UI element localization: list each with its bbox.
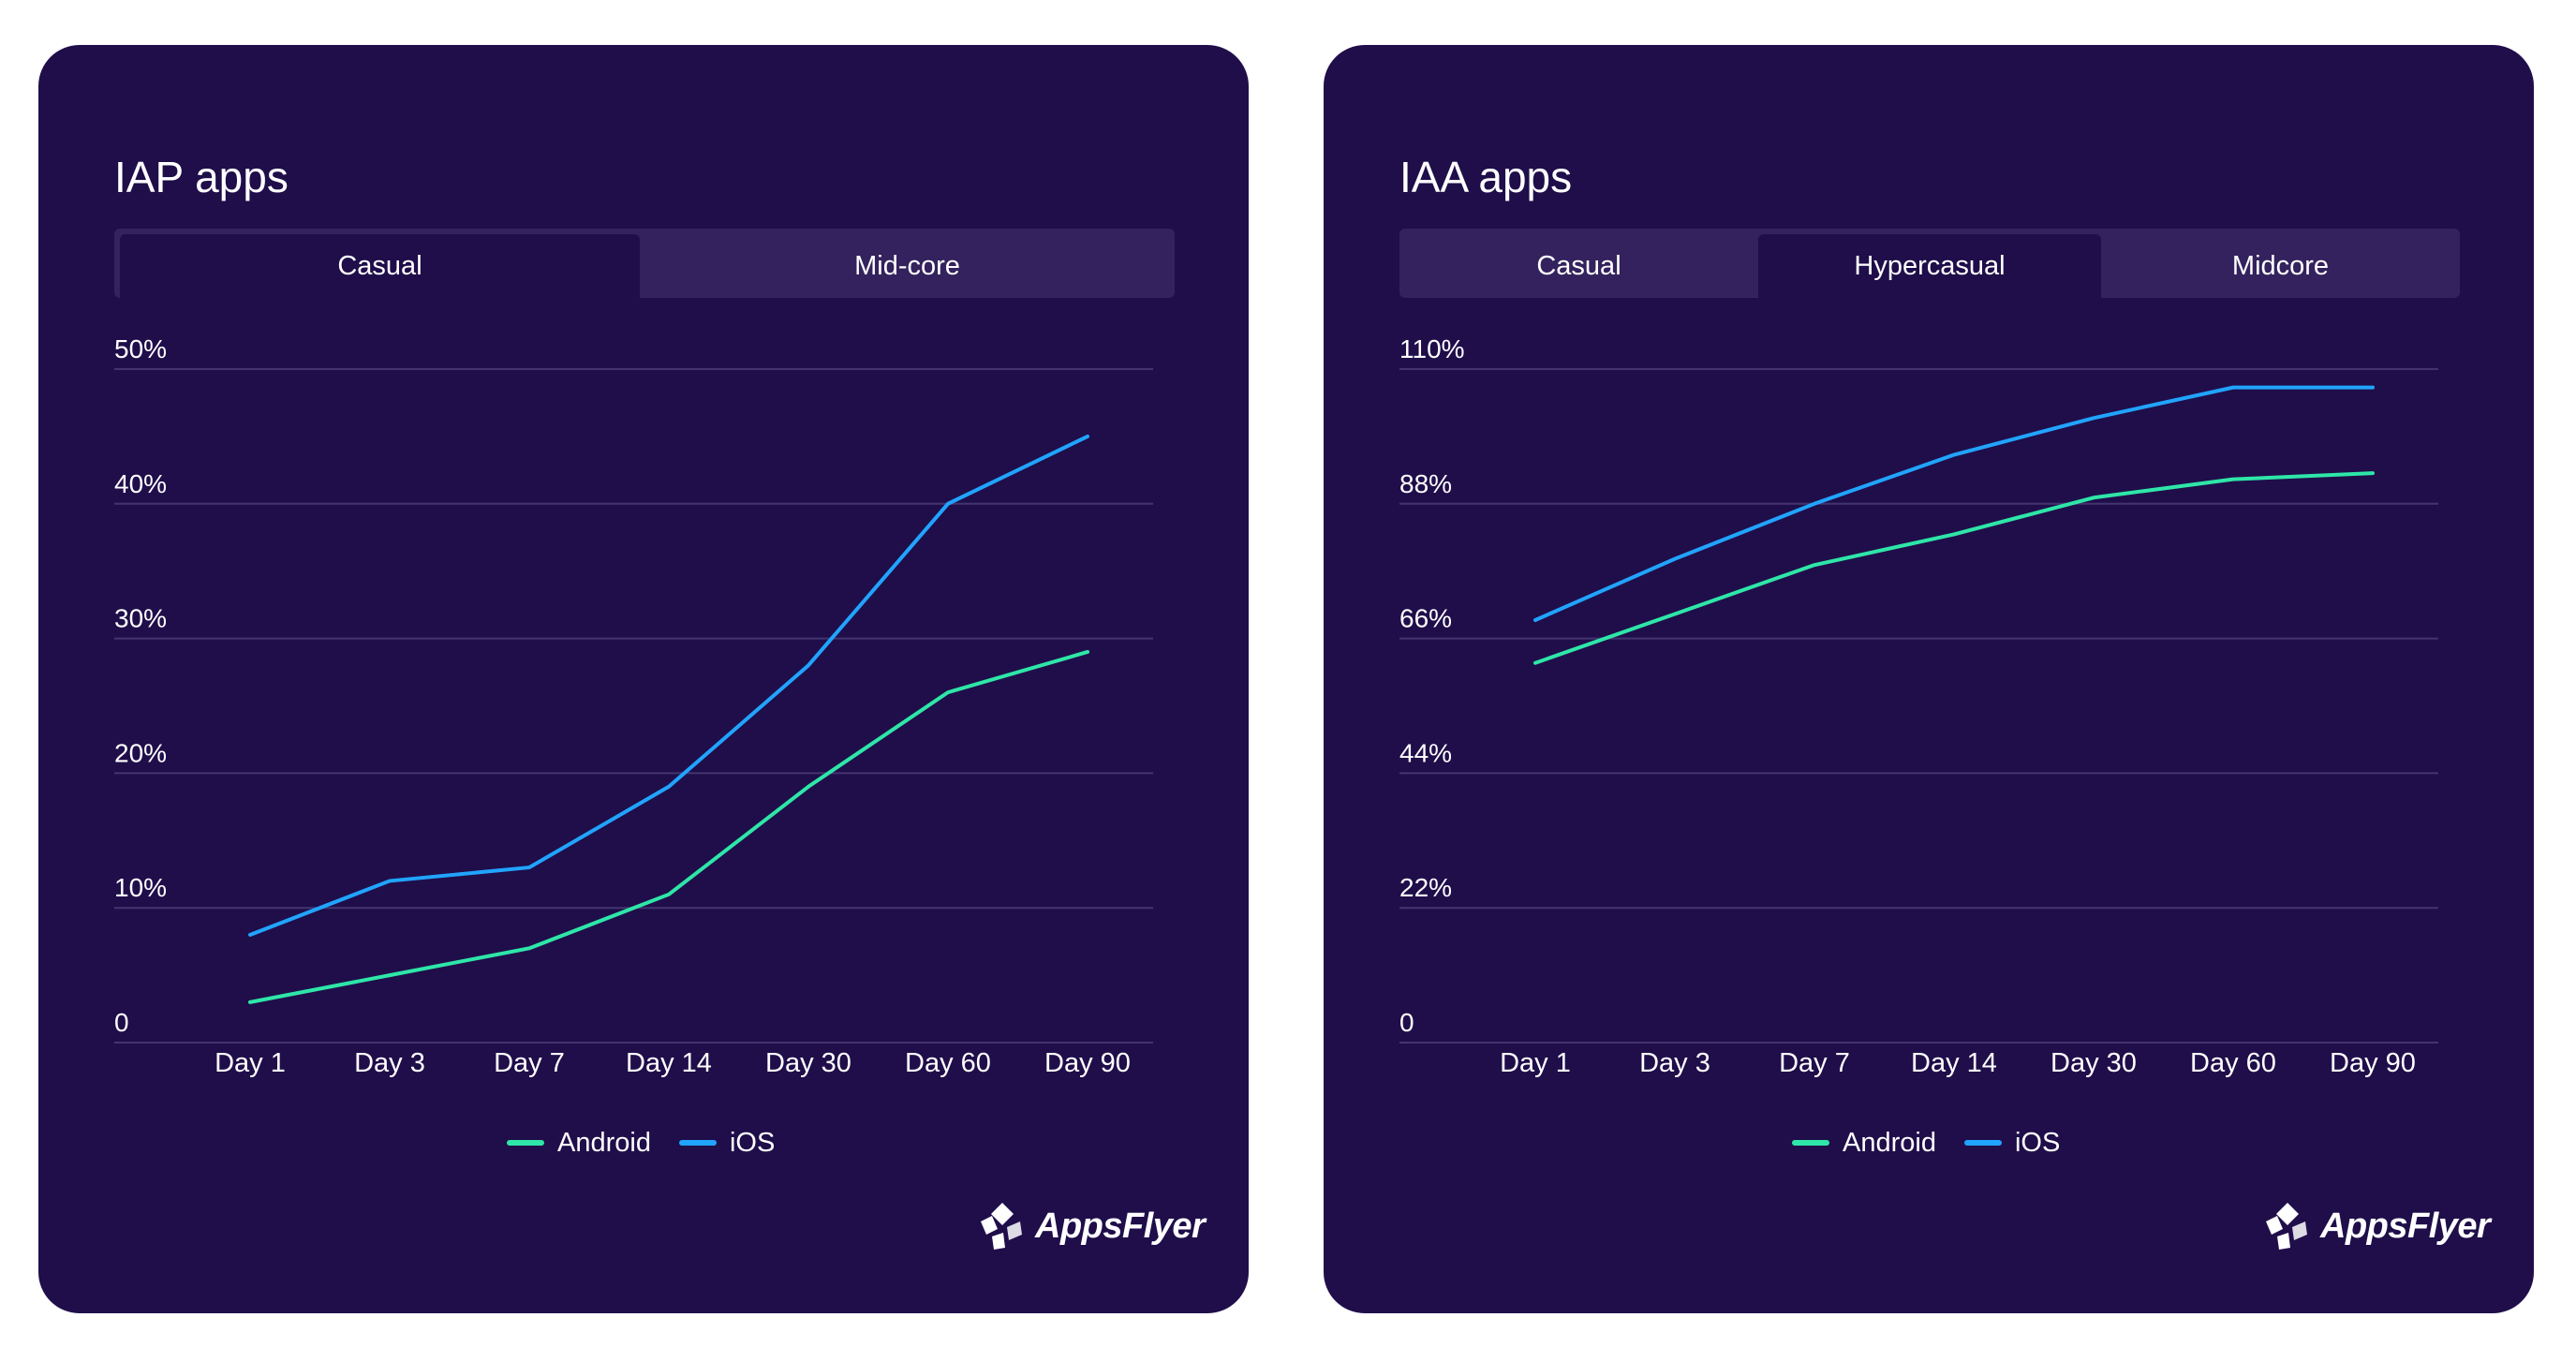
y-tick-label: 66% [1399,604,1452,633]
y-tick-label: 22% [1399,873,1452,902]
y-tick-label: 50% [114,334,167,363]
x-tick-label: Day 90 [2330,1048,2416,1078]
legend-label-android: Android [557,1127,651,1158]
legend-item-ios[interactable]: iOS [1963,1127,2061,1159]
series-line-android[interactable] [1533,471,2375,665]
y-tick-label: 30% [114,604,167,633]
x-tick-label: Day 60 [2190,1048,2276,1078]
x-tick-label: Day 1 [1500,1048,1571,1078]
chart-legend: Android iOS [507,1124,775,1162]
y-tick-label: 0 [1399,1008,1414,1037]
series-line-ios[interactable] [248,434,1089,937]
x-tick-label: Day 14 [626,1048,712,1078]
iap-chart-card: IAP apps Casual Mid-core 0 10% 20% 30% 40% 50… [38,45,1249,1313]
appsflyer-logo: AppsFlyer [975,1199,1206,1253]
android-legend-swatch [1792,1140,1829,1146]
y-tick-label: 110% [1399,334,1465,363]
y-tick-label: 20% [114,738,167,767]
chart-legend: Android iOS [1792,1124,2060,1162]
legend-item-android[interactable]: Android [1792,1128,1936,1159]
x-tick-label: Day 3 [1639,1048,1710,1078]
series-line-android[interactable] [248,649,1089,1004]
ios-legend-swatch [1963,1140,2002,1146]
x-tick-label: Day 30 [765,1048,851,1078]
tab-casual[interactable]: Casual [120,234,640,298]
appsflyer-logo-icon [2266,1203,2307,1250]
iaa-chart-card: IAA apps Casual Hypercasual Midcore 0 22%… [1324,45,2534,1313]
ios-legend-swatch [678,1140,717,1146]
segment-tabs: Casual Hypercasual Midcore [1399,229,2460,298]
y-tick-label: 44% [1399,738,1452,767]
y-tick-label: 10% [114,873,167,902]
android-legend-swatch [507,1140,544,1146]
x-tick-label: Day 14 [1911,1048,1997,1078]
appsflyer-logo-icon [981,1203,1022,1250]
x-tick-label: Day 3 [354,1048,425,1078]
x-tick-label: Day 90 [1044,1048,1131,1078]
y-tick-label: 88% [1399,469,1452,498]
series-line-ios[interactable] [1533,385,2375,622]
x-tick-label: Day 7 [494,1048,565,1078]
x-tick-label: Day 1 [215,1048,286,1078]
legend-item-ios[interactable]: iOS [678,1127,776,1159]
x-tick-label: Day 7 [1779,1048,1850,1078]
tab-midcore[interactable]: Midcore [2231,250,2330,281]
tab-casual[interactable]: Casual [1536,250,1621,281]
segment-tabs: Casual Mid-core [114,229,1175,298]
line-chart: 0 22% 44% 66% 88% 110% Day 1 Day 3 Day 7 Day 14 Da… [1399,334,2438,1078]
tab-mid-core[interactable]: Mid-core [854,250,960,281]
x-tick-label: Day 60 [905,1048,991,1078]
legend-label-ios: iOS [2014,1127,2061,1158]
legend-label-ios: iOS [729,1127,776,1158]
logo-text: AppsFlyer [2320,1206,2491,1246]
tab-hypercasual[interactable]: Hypercasual [1758,234,2101,298]
legend-item-android[interactable]: Android [507,1128,651,1159]
chart-title: IAP apps [114,153,289,201]
y-tick-label: 40% [114,469,167,498]
y-tick-label: 0 [114,1008,129,1037]
chart-title: IAA apps [1399,153,1573,201]
logo-text: AppsFlyer [1035,1206,1206,1246]
appsflyer-logo: AppsFlyer [2260,1199,2491,1253]
x-tick-label: Day 30 [2050,1048,2137,1078]
legend-label-android: Android [1843,1127,1936,1158]
line-chart: 0 10% 20% 30% 40% 50% Day 1 Day 3 Day 7 Day 14 Day… [114,334,1153,1078]
